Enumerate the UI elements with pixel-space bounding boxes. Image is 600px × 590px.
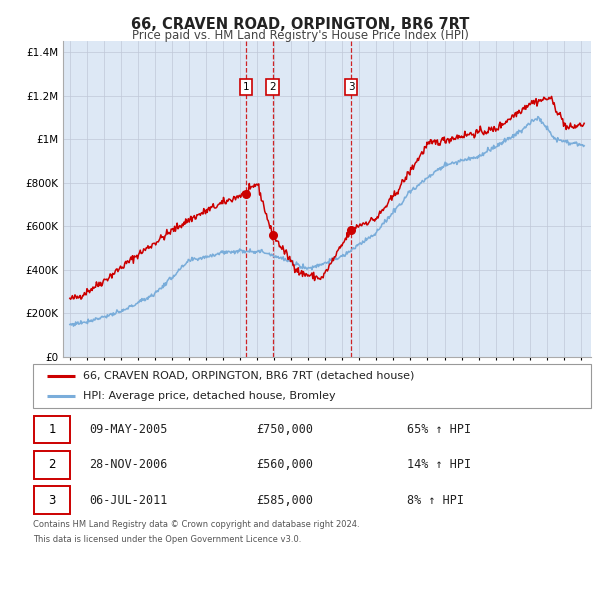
Text: This data is licensed under the Open Government Licence v3.0.: This data is licensed under the Open Gov… <box>33 535 301 544</box>
Text: 2: 2 <box>269 82 276 92</box>
Text: 1: 1 <box>243 82 250 92</box>
Text: 1: 1 <box>49 423 56 436</box>
FancyBboxPatch shape <box>33 364 591 408</box>
Text: £560,000: £560,000 <box>256 458 313 471</box>
Text: Price paid vs. HM Land Registry's House Price Index (HPI): Price paid vs. HM Land Registry's House … <box>131 30 469 42</box>
Text: £585,000: £585,000 <box>256 494 313 507</box>
Text: 66, CRAVEN ROAD, ORPINGTON, BR6 7RT (detached house): 66, CRAVEN ROAD, ORPINGTON, BR6 7RT (det… <box>83 371 415 381</box>
Text: 28-NOV-2006: 28-NOV-2006 <box>89 458 167 471</box>
Text: 3: 3 <box>348 82 355 92</box>
Text: 14% ↑ HPI: 14% ↑ HPI <box>407 458 471 471</box>
Text: Contains HM Land Registry data © Crown copyright and database right 2024.: Contains HM Land Registry data © Crown c… <box>33 520 359 529</box>
Text: 09-MAY-2005: 09-MAY-2005 <box>89 423 167 436</box>
Text: 3: 3 <box>49 494 56 507</box>
Text: 65% ↑ HPI: 65% ↑ HPI <box>407 423 471 436</box>
FancyBboxPatch shape <box>34 451 70 479</box>
Text: HPI: Average price, detached house, Bromley: HPI: Average price, detached house, Brom… <box>83 391 336 401</box>
Text: 8% ↑ HPI: 8% ↑ HPI <box>407 494 464 507</box>
Text: 2: 2 <box>49 458 56 471</box>
Text: 06-JUL-2011: 06-JUL-2011 <box>89 494 167 507</box>
Text: £750,000: £750,000 <box>256 423 313 436</box>
Text: 66, CRAVEN ROAD, ORPINGTON, BR6 7RT: 66, CRAVEN ROAD, ORPINGTON, BR6 7RT <box>131 17 469 31</box>
FancyBboxPatch shape <box>34 486 70 514</box>
FancyBboxPatch shape <box>34 415 70 444</box>
